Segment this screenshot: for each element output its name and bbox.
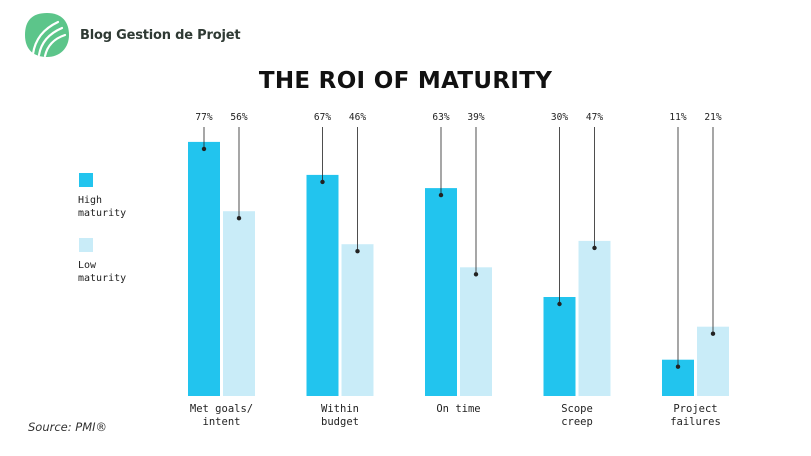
- legend-item-high-maturity: High maturity: [78, 173, 126, 219]
- category-label: On time: [436, 403, 480, 415]
- data-label: 21%: [704, 112, 721, 123]
- data-label: 39%: [467, 112, 484, 123]
- data-label: 67%: [314, 112, 331, 123]
- bar-high-maturity: [188, 141, 220, 396]
- bar-high-maturity: [543, 297, 576, 396]
- leader-dot: [320, 179, 325, 185]
- leader-dot: [438, 192, 444, 198]
- leader-dot: [473, 272, 479, 277]
- leader-dot: [355, 249, 360, 254]
- data-label: 47%: [586, 112, 603, 123]
- leader-dot: [710, 331, 716, 336]
- data-label: 30%: [551, 112, 568, 123]
- brand-header: Blog Gestion de Projet: [22, 10, 241, 60]
- category-group: 11% 21% Project failures: [662, 112, 729, 428]
- category-group: 63% 39% On time: [425, 112, 492, 415]
- leader-dot: [592, 245, 597, 251]
- category-label: Project failures: [670, 403, 721, 428]
- leaf-swirl-logo-icon: [25, 13, 69, 58]
- category-group: 77% 56% Met goals/intent: [188, 112, 255, 428]
- legend-item-low-maturity: Low maturity: [78, 238, 126, 284]
- data-label: 63%: [432, 112, 449, 123]
- bar-low-maturity: [223, 211, 255, 396]
- leader-dot: [557, 301, 562, 307]
- legend-label: Low maturity: [78, 260, 126, 284]
- category-group: 30% 47% Scope creep: [543, 112, 611, 428]
- bar-low-maturity: [578, 240, 611, 396]
- legend-swatch: [79, 238, 93, 252]
- brand-name: Blog Gestion de Projet: [80, 27, 241, 43]
- legend-label: High maturity: [78, 195, 126, 219]
- category-label: Met goals/intent: [190, 403, 253, 428]
- data-label: 56%: [230, 112, 247, 123]
- chart-title: THE ROI OF MATURITY: [258, 68, 553, 94]
- data-label: 46%: [349, 112, 366, 123]
- data-label: 11%: [669, 112, 686, 123]
- bar-high-maturity: [306, 174, 339, 396]
- source-note: Source: PMI®: [28, 420, 108, 434]
- category-group: 67% 46% Within budget: [306, 112, 374, 428]
- category-label: Scope creep: [561, 403, 593, 428]
- data-label: 77%: [195, 112, 212, 123]
- bar-low-maturity: [460, 267, 492, 396]
- bar-high-maturity: [425, 188, 457, 396]
- bar-low-maturity: [697, 326, 729, 396]
- bar-low-maturity: [341, 244, 374, 396]
- leader-dot: [236, 216, 242, 221]
- leader-dot: [675, 364, 681, 369]
- leader-dot: [201, 146, 207, 152]
- legend-swatch: [79, 173, 93, 187]
- category-label: Within budget: [321, 403, 359, 428]
